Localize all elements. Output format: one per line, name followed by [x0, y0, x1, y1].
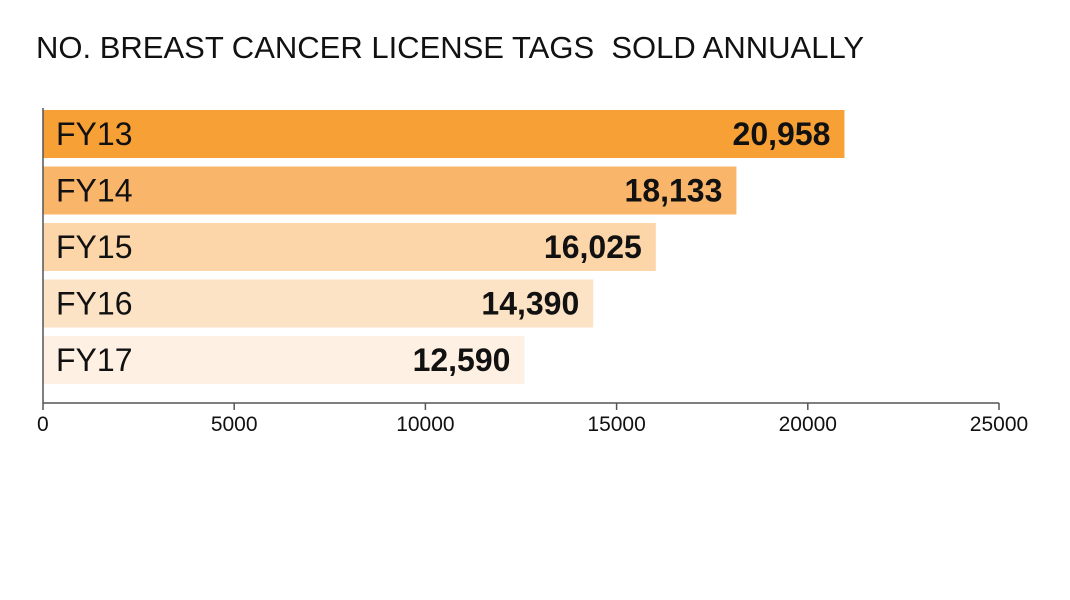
bar-fy16 — [43, 279, 594, 328]
x-tick-label: 20000 — [779, 413, 837, 436]
value-label: 12,590 — [413, 342, 511, 378]
chart-title: NO. BREAST CANCER LICENSE TAGS SOLD ANNU… — [36, 30, 865, 65]
bars-group: FY13 20,958 FY14 18,133 FY15 16,025 FY16 14,390… — [43, 110, 845, 384]
x-tick-label: 5000 — [211, 413, 258, 436]
x-tick-label: 25000 — [970, 413, 1028, 436]
x-tick-label: 0 — [37, 413, 49, 436]
category-label: FY17 — [56, 342, 132, 378]
value-label: 20,958 — [733, 116, 831, 152]
category-label: FY14 — [56, 173, 132, 209]
bar-fy13 — [43, 110, 845, 158]
bar-fy17 — [43, 336, 525, 384]
value-label: 18,133 — [625, 173, 723, 209]
value-label: 16,025 — [544, 229, 642, 265]
category-label: FY13 — [56, 116, 132, 152]
category-label: FY16 — [56, 286, 132, 322]
x-tick-label: 10000 — [396, 413, 454, 436]
bar-fy15 — [43, 223, 656, 271]
value-label: 14,390 — [481, 286, 579, 322]
bar-fy14 — [43, 166, 737, 215]
x-axis: 0 5000 10000 15000 20000 25000 — [37, 108, 1028, 436]
category-label: FY15 — [56, 229, 132, 265]
x-tick-label: 15000 — [587, 413, 645, 436]
